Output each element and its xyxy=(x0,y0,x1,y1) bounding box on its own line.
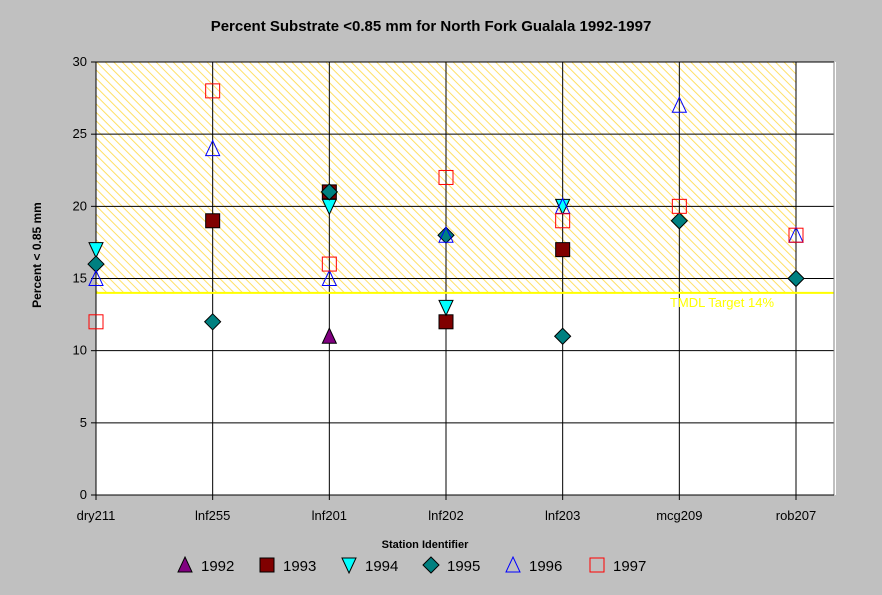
legend-marker xyxy=(177,555,193,573)
data-point xyxy=(88,314,104,330)
data-point xyxy=(438,169,454,185)
data-point xyxy=(320,183,339,201)
data-point xyxy=(555,213,571,229)
legend-label: 1994 xyxy=(365,558,398,575)
chart-title: Percent Substrate <0.85 mm for North For… xyxy=(210,18,652,35)
legend-marker xyxy=(259,557,275,573)
data-point xyxy=(555,242,571,258)
legend-marker xyxy=(422,556,440,574)
data-point xyxy=(205,213,221,229)
data-point xyxy=(437,226,455,244)
data-point xyxy=(438,226,454,243)
data-point xyxy=(88,269,104,286)
data-point xyxy=(670,212,689,230)
y-axis-label: Percent < 0.85 mm xyxy=(30,202,44,308)
y-tick-label: 25 xyxy=(73,126,87,141)
legend-label: 1997 xyxy=(613,558,646,575)
y-tick-label: 0 xyxy=(80,487,87,502)
data-point xyxy=(203,313,222,331)
legend-marker xyxy=(589,557,605,573)
data-point xyxy=(204,139,221,157)
legend-label: 1993 xyxy=(283,558,316,575)
y-tick-label: 30 xyxy=(73,54,87,69)
data-point xyxy=(321,269,338,286)
data-point xyxy=(671,198,687,214)
data-point xyxy=(438,299,454,317)
x-tick-label: lnf202 xyxy=(428,508,463,523)
legend-label: 1996 xyxy=(529,558,562,575)
x-tick-label: rob207 xyxy=(776,508,816,523)
x-tick-label: lnf203 xyxy=(545,508,580,523)
legend-label: 1992 xyxy=(201,558,234,575)
y-tick-label: 20 xyxy=(73,198,87,213)
data-point xyxy=(788,227,804,243)
legend-marker xyxy=(505,555,521,573)
x-tick-label: lnf201 xyxy=(312,508,347,523)
data-point xyxy=(671,96,688,113)
x-tick-label: lnf255 xyxy=(195,508,230,523)
y-tick-label: 15 xyxy=(73,271,87,286)
y-tick-label: 5 xyxy=(80,415,87,430)
x-tick-label: dry211 xyxy=(77,508,116,523)
data-point xyxy=(321,256,337,272)
data-point xyxy=(553,327,572,345)
data-point xyxy=(438,314,454,330)
data-point xyxy=(205,83,221,99)
target-label: TMDL Target 14% xyxy=(670,295,774,310)
data-point xyxy=(787,269,805,288)
legend-marker xyxy=(341,557,357,575)
data-point xyxy=(88,242,104,259)
data-point xyxy=(87,255,105,273)
legend-label: 1995 xyxy=(447,558,480,575)
x-tick-label: mcg209 xyxy=(656,508,702,523)
y-tick-label: 10 xyxy=(73,343,87,358)
x-axis-label: Station Identifier xyxy=(381,539,469,551)
data-point xyxy=(321,327,338,344)
